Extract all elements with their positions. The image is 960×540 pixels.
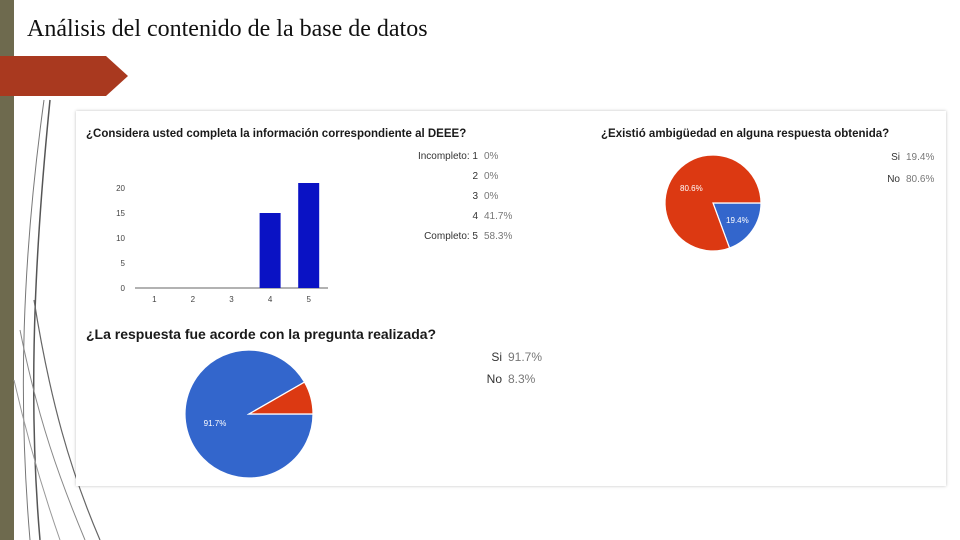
pie-slice [712, 202, 762, 249]
bar-legend-row: 4 41.7% [400, 211, 524, 222]
pie-slice [664, 154, 762, 252]
pie-legend-row: Si 19.4% [872, 152, 934, 163]
pie-slice-label: 19.4% [726, 216, 749, 225]
bar-y-tick-label: 5 [121, 259, 126, 268]
bar-mark [259, 213, 281, 288]
bar-chart: 0 5 10 15 20 1 2 3 4 5 [116, 183, 328, 304]
pie-slice [246, 381, 314, 415]
legend-value: 91.7% [508, 350, 543, 364]
pie-slice-label: 80.6% [680, 184, 703, 193]
bar-x-tick-label: 2 [191, 295, 196, 304]
title-accent-arrow [0, 56, 128, 96]
legend-value: 41.7% [484, 211, 513, 222]
legend-label: Si [491, 350, 502, 364]
legend-label: No [486, 372, 502, 386]
bar-legend-row: Completo: 5 58.3% [400, 231, 524, 242]
bar-x-tick-label: 3 [229, 295, 234, 304]
legend-label: No [887, 174, 900, 185]
bar-y-tick-label: 20 [116, 184, 125, 193]
bar-x-tick-label: 4 [268, 295, 273, 304]
pie-legend-row: No 80.6% [872, 174, 934, 185]
chart2-title: ¿Existió ambigüedad en alguna respuesta … [601, 128, 890, 140]
left-decorative-strip [0, 0, 14, 540]
pie-chart-ambiguity: 19.4% 80.6% [664, 154, 762, 252]
bar-mark [298, 183, 320, 288]
chart1-title: ¿Considera usted completa la información… [86, 128, 467, 140]
legend-label: 4 [472, 211, 478, 222]
bar-y-tick-label: 15 [116, 209, 125, 218]
legend-value: 0% [484, 171, 499, 182]
pie-legend-row: No 8.3% [474, 372, 536, 386]
legend-label: 2 [472, 171, 478, 182]
chart3-title: ¿La respuesta fue acorde con la pregunta… [86, 326, 437, 342]
legend-value: 0% [484, 151, 499, 162]
legend-value: 80.6% [906, 174, 935, 185]
pie-chart-agreement: 91.7% [184, 349, 314, 479]
legend-value: 19.4% [906, 152, 935, 163]
bar-x-tick-label: 5 [306, 295, 311, 304]
bar-y-tick-label: 10 [116, 234, 125, 243]
pie-slice-label: 91.7% [204, 419, 227, 428]
slide-title: Análisis del contenido de la base de dat… [27, 16, 428, 42]
legend-label: 3 [472, 191, 478, 202]
bar-legend-row: 2 0% [400, 171, 524, 182]
pie-slice [184, 349, 314, 479]
legend-label: Si [891, 152, 900, 163]
pie-legend-row: Si 91.7% [474, 350, 542, 364]
bar-legend-row: 3 0% [400, 191, 524, 202]
bar-y-tick-label: 0 [121, 284, 126, 293]
legend-value: 58.3% [484, 231, 513, 242]
bar-x-tick-label: 1 [152, 295, 157, 304]
bar-legend-row: Incompleto: 1 0% [400, 151, 524, 162]
legend-label: Completo: 5 [424, 231, 478, 242]
legend-label: Incompleto: 1 [417, 151, 478, 162]
legend-value: 8.3% [508, 372, 536, 386]
legend-value: 0% [484, 191, 499, 202]
